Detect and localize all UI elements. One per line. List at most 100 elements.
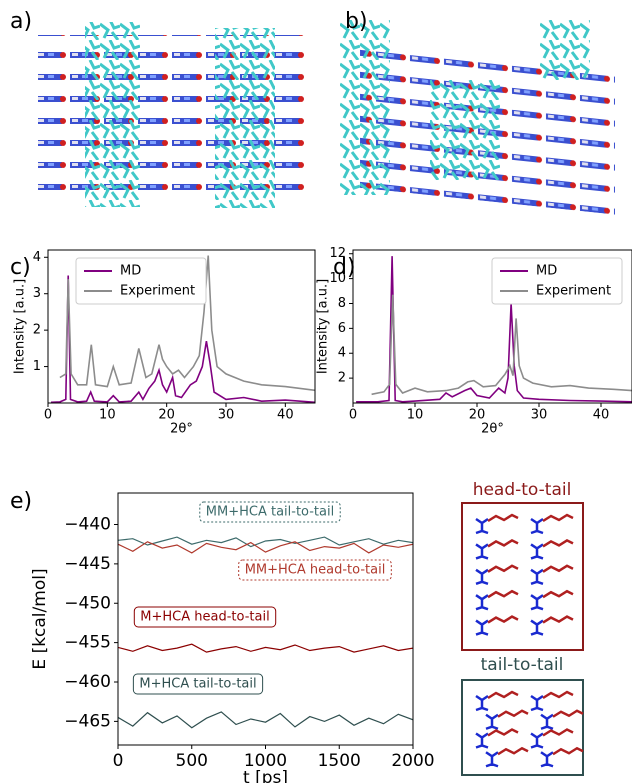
x-tick-label: 20 — [469, 408, 486, 423]
schematic-box — [461, 502, 584, 651]
x-tick-label: 30 — [531, 408, 548, 423]
molecule-tail — [487, 564, 519, 573]
molecule-core — [530, 517, 544, 535]
molecule-core — [475, 543, 489, 560]
x-tick-label: 40 — [277, 408, 294, 423]
x-axis-label: 2θ° — [481, 422, 504, 437]
legend-box — [491, 257, 623, 305]
y-tick-label: 10 — [329, 271, 346, 286]
y-tick-label: 4 — [33, 250, 41, 265]
panel-label: c) — [10, 255, 31, 280]
molecule-tail — [542, 728, 574, 737]
y-tick-label: −465 — [64, 711, 111, 731]
x-tick-label: 40 — [593, 408, 610, 423]
molecule-core — [530, 543, 544, 560]
panel-label: b) — [345, 9, 368, 34]
x-tick-label: 10 — [99, 408, 116, 423]
series-line — [50, 275, 315, 403]
molecule-tail — [487, 728, 519, 737]
x-tick-label: 1500 — [318, 751, 361, 771]
series-line — [118, 711, 413, 729]
molecule-core — [530, 732, 544, 749]
x-tick-label: 1000 — [244, 751, 287, 771]
series-line — [118, 536, 413, 548]
plot-frame — [117, 492, 414, 746]
molecule-tail — [542, 615, 574, 624]
y-tick-label: 6 — [338, 321, 346, 336]
series-line — [59, 255, 315, 392]
y-tick-label: 2 — [338, 371, 346, 386]
molecule-core — [475, 517, 489, 535]
panel-label: d) — [333, 255, 356, 280]
annotation-box — [199, 501, 341, 523]
structure-b — [340, 20, 615, 215]
x-axis-label: 2θ° — [170, 422, 193, 437]
x-tick-label: 0 — [44, 408, 52, 423]
y-tick-label: 2 — [33, 323, 41, 338]
y-tick-label: −440 — [64, 515, 111, 535]
y-axis-label: Intensity [a.u.] — [316, 279, 331, 374]
schematic-title: head-to-tail — [473, 480, 572, 500]
molecule-core — [475, 568, 489, 585]
y-tick-label: 4 — [338, 346, 346, 361]
x-tick-label: 500 — [176, 751, 208, 771]
molecule-tail — [542, 538, 574, 548]
y-tick-label: 12 — [329, 246, 346, 261]
molecule-tail — [487, 589, 519, 599]
schematic-title: tail-to-tail — [481, 655, 564, 675]
x-tick-label: 30 — [218, 408, 235, 423]
molecule-tail — [487, 513, 519, 523]
plot-frame — [47, 249, 316, 404]
legend-label: MD — [536, 264, 557, 279]
molecule-core — [475, 594, 489, 611]
x-axis-label: t [ps] — [243, 768, 288, 783]
y-axis-label: Intensity [a.u.] — [13, 279, 28, 374]
molecule-core — [540, 751, 554, 768]
series-annotation: M+HCA head-to-tail — [140, 610, 269, 625]
y-tick-label: −455 — [64, 633, 111, 653]
x-tick-label: 0 — [349, 408, 357, 423]
molecule-core — [485, 751, 499, 768]
molecule-tail — [552, 746, 584, 756]
chart: 0 500 1000 1500 2000 −440 −445 −450 −455 −460 −465… — [30, 492, 435, 783]
series-line — [118, 541, 413, 554]
y-tick-label: −460 — [64, 672, 111, 692]
y-tick-label: 8 — [338, 296, 346, 311]
structure-a — [38, 22, 308, 208]
chart: 0 10 20 30 40 1 2 3 4 2θ° Intensity [a.u.] MD Experi… — [13, 249, 316, 437]
series-annotation: MM+HCA tail-to-tail — [206, 505, 334, 520]
molecule-tail — [542, 513, 574, 523]
x-tick-label: 10 — [407, 408, 424, 423]
molecule-tail — [552, 709, 584, 718]
molecule-tail — [487, 538, 519, 548]
x-tick-label: 2000 — [391, 751, 434, 771]
y-tick-label: 3 — [33, 286, 41, 301]
panel-label: a) — [10, 9, 32, 34]
molecule-core — [530, 619, 544, 636]
molecule-core — [530, 568, 544, 585]
molecule-tail — [497, 709, 529, 718]
schematic-box — [461, 679, 584, 776]
legend-box — [75, 257, 207, 305]
molecule-core — [475, 694, 489, 712]
annotation-box — [238, 559, 392, 581]
plot-frame — [352, 249, 632, 404]
molecule-tail — [487, 615, 519, 624]
y-axis-label: E [kcal/mol] — [30, 568, 50, 669]
legend-label: MD — [120, 264, 141, 279]
molecule-core — [475, 619, 489, 636]
molecule-tail — [542, 690, 574, 700]
molecule-core — [530, 694, 544, 712]
y-tick-label: −450 — [64, 593, 111, 613]
legend-label: Experiment — [120, 284, 195, 299]
series-line — [371, 294, 632, 396]
y-tick-label: −445 — [64, 554, 111, 574]
molecule-core — [475, 732, 489, 749]
x-tick-label: 20 — [158, 408, 175, 423]
annotation-box — [132, 673, 264, 695]
molecule-core — [530, 594, 544, 611]
series-annotation: MM+HCA head-to-tail — [245, 563, 386, 578]
molecule-tail — [497, 746, 529, 756]
legend-label: Experiment — [536, 284, 611, 299]
